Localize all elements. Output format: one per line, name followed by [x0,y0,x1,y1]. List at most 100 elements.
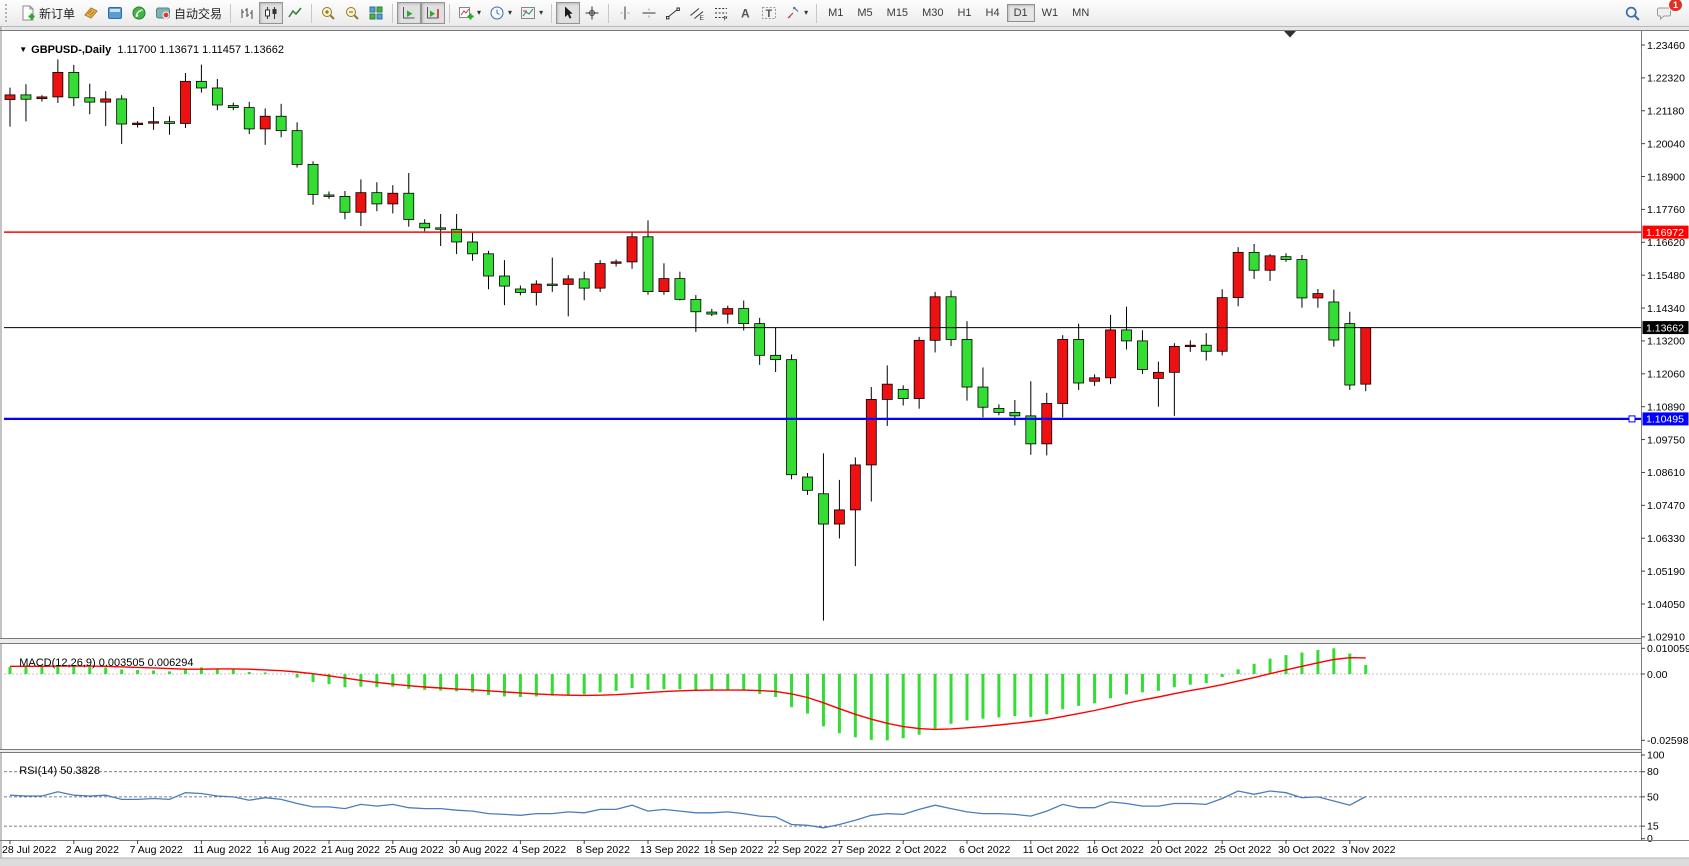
candle-body [467,241,478,255]
line-drag-handle[interactable] [1628,415,1636,423]
zoom-out-button[interactable] [340,2,364,24]
candle-body [722,308,734,315]
date-axis-label: 27 Sep 2022 [831,844,891,856]
chart-shift-marker[interactable] [1284,31,1296,38]
candle-body [610,261,622,264]
date-axis-label: 21 Aug 2022 [321,844,380,856]
candle-body [195,80,207,89]
date-axis-label: 6 Oct 2022 [959,844,1011,856]
trendline-button[interactable] [661,2,685,24]
rsi-axis-tick: 50 [1647,791,1659,803]
candle-body [1344,323,1356,386]
candle-body [977,386,989,408]
macd-values: 0.003505 0.006294 [98,657,194,669]
candle-body [84,97,96,103]
chart-canvas[interactable]: 1.16972 1.13662 1.10495 1.23460 1.22320 1.211… [0,27,1689,866]
market-depth-button[interactable] [79,2,103,24]
market-depth-icon [84,7,98,19]
autotrading-button[interactable]: 自动交易 [151,2,226,24]
macd-signal-line [10,656,1366,731]
candle-body [211,87,223,106]
date-axis-label: 2 Oct 2022 [895,844,947,856]
text-button[interactable]: A [733,2,757,24]
toolbar-grip[interactable] [5,4,12,22]
price-axis-tick: 1.18900 [1647,171,1685,183]
equidistant-channel-button[interactable]: E [685,2,709,24]
candle-body [451,228,463,243]
candle-body [355,192,367,213]
candle-body [387,192,399,205]
candle-body [1264,255,1276,271]
text-label-icon: T [762,7,777,20]
chart-window: 1.16972 1.13662 1.10495 1.23460 1.22320 1.211… [0,27,1689,866]
candle-body [1328,301,1340,341]
candle-body [530,283,542,293]
tile-windows-button[interactable] [364,2,388,24]
vertical-line-button[interactable] [613,2,637,24]
bar-chart-button[interactable] [235,2,259,24]
terminal-button[interactable] [103,2,127,24]
dropdown-caret: ▾ [539,8,544,17]
candle-body [849,464,861,511]
timeframe-button-MN[interactable]: MN [1065,4,1096,22]
text-label-button[interactable]: T [757,2,781,24]
timeframe-button-W1[interactable]: W1 [1035,4,1066,22]
candle-body [1025,415,1037,445]
svg-text:1.13662: 1.13662 [1646,322,1684,334]
arrows-button[interactable]: ▾ [781,2,812,24]
chart-shift-button[interactable] [421,2,446,24]
candle-body [1105,329,1116,379]
panel-separator[interactable] [0,639,1641,643]
date-axis-label: 20 Oct 2022 [1150,844,1207,856]
date-axis-label: 16 Oct 2022 [1087,844,1144,856]
horizontal-line-button[interactable] [637,2,661,24]
zoom-in-button[interactable] [316,2,340,24]
candle-body [20,94,32,100]
fibonacci-button[interactable]: F [709,2,733,24]
price-axis-tick: 1.21180 [1647,106,1684,118]
candle-body [993,407,1005,413]
timeframe-button-H1[interactable]: H1 [950,4,978,22]
date-axis-label: 7 Aug 2022 [130,844,183,856]
candle-body [307,163,319,195]
autotrading-label: 自动交易 [174,6,223,21]
candle-body [259,115,271,130]
candle-body [1216,297,1228,352]
timeframe-button-M30[interactable]: M30 [915,4,950,22]
timeframe-button-M5[interactable]: M5 [850,4,879,22]
panel-separator[interactable] [0,750,1641,752]
timeframe-button-M1[interactable]: M1 [821,4,850,22]
line-chart-button[interactable] [283,2,307,24]
rsi-line [9,790,1367,829]
toolbar-separator [392,3,394,23]
search-button[interactable] [1620,2,1645,24]
macd-axis-tick: 0.010059 [1647,643,1689,655]
new-order-icon [22,5,35,21]
signals-button[interactable] [127,2,151,24]
rsi-value: 50.3828 [60,765,100,777]
price-axis-tick: 1.08610 [1647,467,1685,479]
timeframe-button-M15[interactable]: M15 [880,4,915,22]
candle-body [148,121,159,124]
indicators-button[interactable]: ▾ [454,2,485,24]
cursor-button[interactable] [556,2,581,24]
price-axis-tick: 1.13200 [1647,336,1685,348]
candle-body [1232,251,1244,299]
new-order-button[interactable]: 新订单 [16,2,79,24]
one-click-trading-toggle-icon[interactable]: ▼ [19,45,28,54]
timeframe-button-D1[interactable]: D1 [1006,4,1035,22]
candle-body [403,192,415,220]
notification-count-badge[interactable]: 1 [1667,0,1683,12]
candle-body [945,296,957,340]
crosshair-button[interactable] [580,2,604,24]
templates-button[interactable]: ▾ [516,2,547,24]
candlestick-ch art-button[interactable] [259,2,284,24]
candle-body [323,194,335,197]
crosshair-icon [585,6,599,20]
candle-body [164,121,175,124]
toolbar-separator [311,3,313,23]
candle-body [929,296,941,341]
auto-scroll-button[interactable] [397,2,422,24]
timeframe-button-H4[interactable]: H4 [979,4,1007,22]
periods-button[interactable]: ▾ [485,2,516,24]
